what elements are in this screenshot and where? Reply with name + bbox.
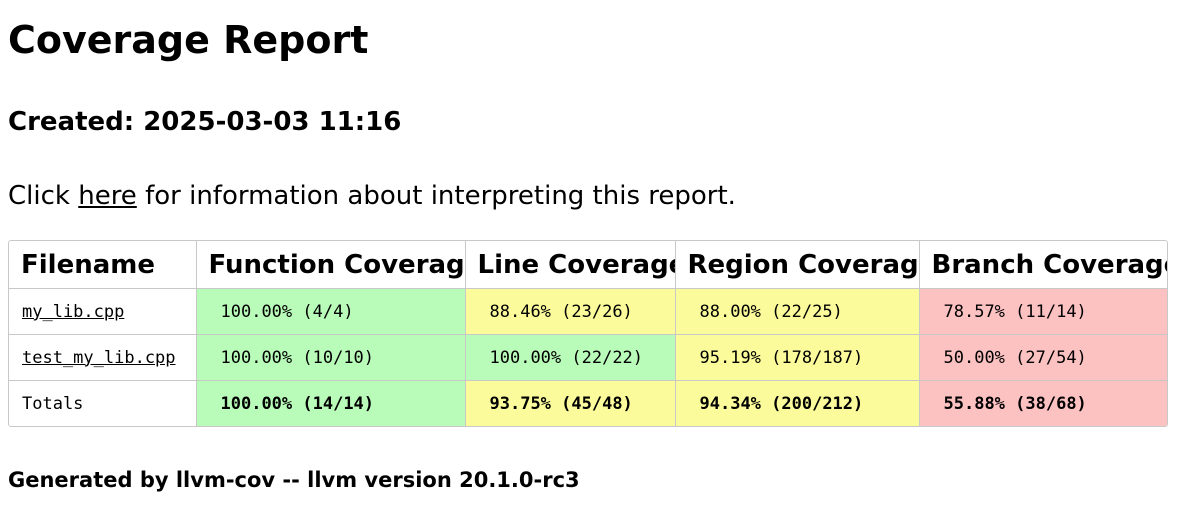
branch-coverage-total-cell: 55.88% (38/68) — [919, 380, 1167, 426]
line-coverage-total-cell: 93.75% (45/48) — [465, 380, 676, 426]
file-link-my-lib-cpp[interactable]: my_lib.cpp — [22, 301, 125, 322]
column-header-region-coverage: Region Coverage — [675, 241, 920, 289]
column-header-branch-coverage: Branch Coverage — [919, 241, 1167, 289]
function-coverage-total-cell: 100.00% (14/14) — [196, 380, 466, 426]
line-coverage-cell: 100.00% (22/22) — [465, 334, 676, 381]
column-header-filename: Filename — [9, 241, 197, 289]
line-coverage-cell: 88.46% (23/26) — [465, 288, 676, 335]
region-coverage-total-cell: 94.34% (200/212) — [675, 380, 920, 426]
function-coverage-cell: 100.00% (4/4) — [196, 288, 466, 335]
table-header-row: Filename Function Coverage Line Coverage… — [9, 241, 1167, 289]
generator-footer: Generated by llvm-cov -- llvm version 20… — [8, 468, 580, 492]
file-link-test-my-lib-cpp[interactable]: test_my_lib.cpp — [22, 347, 176, 368]
coverage-table-container: Filename Function Coverage Line Coverage… — [8, 240, 1168, 427]
function-coverage-cell: 100.00% (10/10) — [196, 334, 466, 381]
column-header-function-coverage: Function Coverage — [196, 241, 466, 289]
totals-label: Totals — [9, 380, 197, 426]
totals-row: Totals 100.00% (14/14) 93.75% (45/48) 94… — [9, 380, 1167, 426]
page-title: Coverage Report — [8, 18, 369, 62]
region-coverage-cell: 95.19% (178/187) — [675, 334, 920, 381]
filename-cell: test_my_lib.cpp — [9, 334, 197, 381]
intro-text-after: for information about interpreting this … — [136, 181, 736, 211]
created-timestamp: Created: 2025-03-03 11:16 — [8, 107, 402, 137]
help-link[interactable]: here — [78, 181, 137, 211]
intro-text: Click here for information about interpr… — [8, 178, 736, 214]
filename-cell: my_lib.cpp — [9, 288, 197, 335]
column-header-line-coverage: Line Coverage — [465, 241, 676, 289]
branch-coverage-cell: 50.00% (27/54) — [919, 334, 1167, 381]
branch-coverage-cell: 78.57% (11/14) — [919, 288, 1167, 335]
coverage-table: Filename Function Coverage Line Coverage… — [9, 241, 1167, 426]
intro-text-before: Click — [8, 181, 79, 211]
region-coverage-cell: 88.00% (22/25) — [675, 288, 920, 335]
table-row: test_my_lib.cpp 100.00% (10/10) 100.00% … — [9, 334, 1167, 381]
table-row: my_lib.cpp 100.00% (4/4) 88.46% (23/26) … — [9, 288, 1167, 335]
